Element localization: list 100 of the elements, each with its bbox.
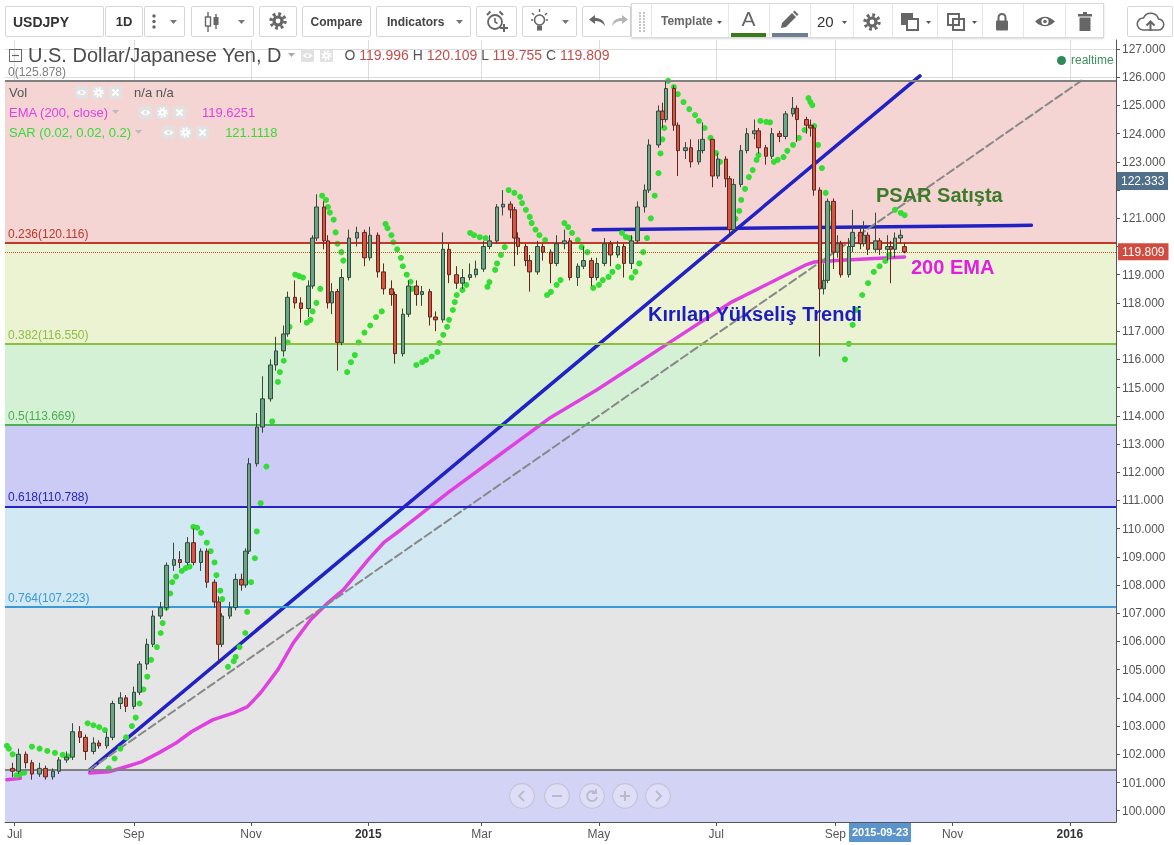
- candlestick: [91, 736, 96, 755]
- candlestick: [752, 119, 757, 140]
- candlestick: [683, 141, 688, 160]
- y-tick-label: 114.000: [1122, 408, 1165, 423]
- candlestick: [97, 739, 101, 750]
- y-tick-label: 119.000: [1122, 267, 1165, 282]
- candlestick: [24, 750, 28, 769]
- y-tick-label: 111.000: [1122, 493, 1164, 508]
- annotation: 119.6251: [202, 104, 256, 120]
- text: 122.333: [1117, 172, 1169, 190]
- drawing-toolbar: Template A 20: [631, 3, 1104, 38]
- ref-line-label: 0.236(120.116): [8, 227, 89, 242]
- candlestick: [347, 229, 351, 281]
- candlestick: [420, 285, 424, 307]
- candlestick: [43, 765, 48, 781]
- candlestick: [441, 231, 445, 324]
- y-tick-label: 112.000: [1122, 465, 1165, 480]
- ref-line-label: 0.382(116.550): [8, 327, 89, 342]
- x-tick-label: 2016: [1056, 827, 1084, 841]
- x-tick-label: May: [587, 827, 611, 841]
- x-tick-label: Jul: [6, 827, 23, 841]
- y-tick-label: 113.000: [1122, 436, 1165, 451]
- text: O 119.996 H 120.109 L 119.755 C 119.809: [344, 47, 610, 63]
- candlestick: [199, 547, 203, 572]
- candlestick: [185, 536, 190, 566]
- y-tick-label: 103.000: [1122, 719, 1166, 734]
- candlestick: [745, 127, 749, 154]
- y-tick-label: 117.000: [1122, 324, 1165, 339]
- candlestick: [454, 265, 459, 290]
- candlestick: [873, 212, 878, 253]
- annotation: 121.1118: [225, 124, 278, 140]
- candlestick: [145, 638, 149, 671]
- annotation: realtime: [1071, 53, 1114, 67]
- x-tick-label: 2015: [354, 827, 382, 841]
- y-tick-label: 108.000: [1122, 578, 1166, 593]
- candlestick: [205, 547, 209, 589]
- candlestick: [710, 138, 715, 188]
- y-tick-label: 110.000: [1122, 521, 1165, 536]
- text: 2015-09-23: [849, 823, 912, 842]
- candlestick: [414, 279, 419, 307]
- candlestick: [616, 240, 620, 259]
- ref-line-label: 0(125.878): [8, 64, 67, 79]
- y-tick-label: 109.000: [1122, 549, 1166, 564]
- x-tick-label: Sep: [824, 827, 847, 841]
- y-tick-label: 100.000: [1122, 803, 1166, 818]
- candlestick: [335, 288, 340, 372]
- y-tick-label: 118.000: [1122, 295, 1165, 310]
- candlestick: [689, 138, 693, 169]
- candlestick: [656, 104, 661, 149]
- x-tick-label: Sep: [123, 827, 145, 841]
- candlestick: [535, 240, 540, 276]
- candlestick: [330, 282, 334, 315]
- candlestick: [474, 260, 478, 279]
- annotation: 200 EMA: [911, 255, 995, 279]
- y-tick-label: 125.000: [1122, 98, 1166, 113]
- candlestick: [764, 144, 768, 166]
- candlestick: [10, 762, 15, 778]
- candlestick: [57, 756, 61, 775]
- y-tick-label: 106.000: [1122, 634, 1166, 649]
- ref-line-label: 0.764(107.223): [8, 591, 90, 606]
- y-tick-label: 101.000: [1122, 775, 1166, 790]
- candlestick: [595, 257, 599, 281]
- candlestick: [293, 279, 297, 310]
- ref-line-label: 119.809: [1122, 244, 1165, 259]
- chart-title: U.S. Dollar/Japanese Yen, D: [28, 43, 282, 67]
- y-tick-label: 107.000: [1122, 606, 1166, 621]
- candlestick: [862, 220, 866, 247]
- candlestick: [118, 691, 123, 710]
- y-tick-label: 105.000: [1122, 662, 1166, 677]
- y-tick-label: 115.000: [1122, 380, 1165, 395]
- toolbar: USDJPY 1D Compare Indicators: [4, 5, 633, 38]
- y-tick-label: 123.000: [1122, 154, 1166, 169]
- candlestick: [783, 110, 788, 140]
- y-tick-label: 126.000: [1122, 70, 1166, 85]
- ref-line-label: 0.618(110.788): [8, 490, 89, 505]
- y-tick-label: 104.000: [1122, 690, 1166, 705]
- annotation: Vol: [9, 84, 28, 100]
- candlestick: [124, 694, 128, 713]
- candlestick: [739, 144, 743, 188]
- y-tick-label: 116.000: [1122, 352, 1165, 367]
- candlestick: [468, 262, 472, 281]
- candlestick: [51, 767, 55, 781]
- candlestick: [562, 229, 567, 250]
- candlestick: [602, 237, 607, 267]
- candlestick: [30, 759, 34, 781]
- candlestick: [37, 762, 42, 778]
- candlestick: [501, 189, 505, 216]
- candlestick: [368, 226, 372, 262]
- x-tick-label: Nov: [941, 827, 964, 841]
- y-tick-label: 127.000: [1122, 42, 1166, 57]
- annotation: n/a n/a: [134, 84, 174, 100]
- y-tick-label: 121.000: [1122, 211, 1166, 226]
- text: EMA (200, close): [9, 104, 108, 120]
- candlestick: [554, 234, 559, 267]
- candlestick: [858, 226, 863, 250]
- candlestick: [151, 609, 155, 648]
- candlestick: [777, 130, 782, 143]
- x-tick-label: Jul: [708, 827, 724, 841]
- text: SAR (0.02, 0.02, 0.2): [9, 124, 132, 140]
- candlestick: [460, 268, 465, 290]
